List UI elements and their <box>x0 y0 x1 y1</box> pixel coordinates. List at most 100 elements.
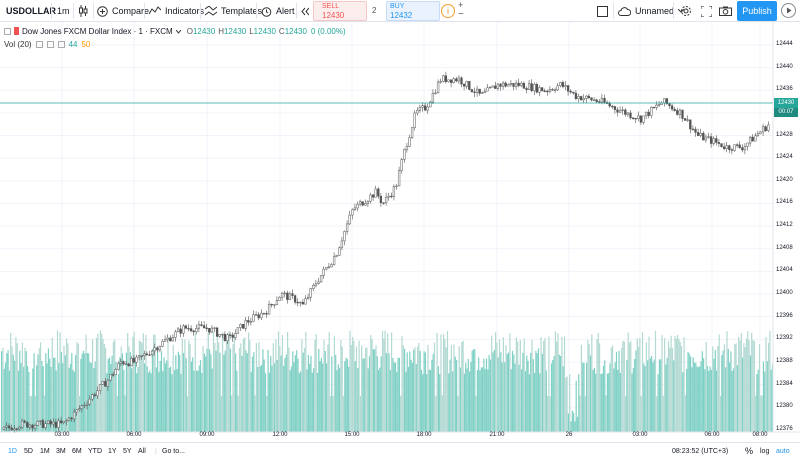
price-tick-label: 12376 <box>776 425 793 432</box>
candle-body <box>543 90 546 92</box>
chart-canvas[interactable] <box>0 22 800 442</box>
volume-bar <box>284 358 286 432</box>
close-label: C <box>278 26 285 36</box>
volume-bar <box>149 370 151 432</box>
volume-bar <box>385 353 387 432</box>
volume-bar <box>366 347 368 432</box>
log-toggle[interactable]: log <box>760 448 770 455</box>
replay-button[interactable] <box>301 0 309 22</box>
volume-bar <box>548 336 550 432</box>
series-title[interactable]: Dow Jones FXCM Dollar Index · 1 · FXCM <box>22 26 173 36</box>
candle-body <box>574 92 578 99</box>
volume-bar <box>372 349 374 432</box>
percent-toggle[interactable]: % <box>745 446 754 456</box>
candle-body <box>647 111 650 116</box>
clock[interactable]: 08:23:52 (UTC+3) <box>672 448 729 455</box>
candle-body <box>678 109 682 115</box>
candle-body <box>179 328 182 334</box>
candle-body <box>44 423 47 428</box>
volume-bar <box>381 330 384 432</box>
volume-bar <box>608 373 610 432</box>
quantity-plus-button[interactable]: + <box>458 0 464 10</box>
save-layout-button[interactable]: Unnamed <box>618 0 685 22</box>
candle-body <box>20 420 24 428</box>
price-tick-label: 12400 <box>776 290 793 297</box>
symbol-name[interactable]: USDOLLAR <box>6 6 56 16</box>
range-button-ytd[interactable]: YTD <box>88 448 102 455</box>
volume-bar <box>19 350 21 432</box>
countdown-label: 00:07 <box>774 108 798 117</box>
candle-body <box>470 89 474 93</box>
range-button-6m[interactable]: 6M <box>72 448 82 455</box>
range-button-5y[interactable]: 5Y <box>123 448 132 455</box>
publish-button[interactable]: Publish <box>737 1 777 21</box>
volume-bar <box>584 396 586 432</box>
volume-bar <box>677 334 679 432</box>
volume-bar <box>38 348 40 432</box>
interval-button[interactable]: 1m <box>57 0 70 22</box>
range-button-1d[interactable]: 1D <box>8 448 17 455</box>
volume-bar <box>635 350 637 432</box>
volume-bar <box>3 368 5 432</box>
goto-button[interactable]: Go to... <box>162 448 185 455</box>
candle-body <box>65 420 68 422</box>
close-icon[interactable] <box>57 41 65 48</box>
settings-button[interactable] <box>680 0 692 22</box>
candle-body <box>332 256 336 265</box>
volume-bar <box>114 339 116 432</box>
candle-body <box>699 132 702 136</box>
chevron-down-icon[interactable] <box>175 27 182 36</box>
volume-bar <box>127 333 129 432</box>
range-button-1y[interactable]: 1Y <box>108 448 117 455</box>
volume-bar <box>24 347 26 432</box>
volume-bar <box>353 340 355 432</box>
symbol-search[interactable]: USDOLLAR <box>6 0 56 22</box>
candle-body <box>288 293 292 300</box>
volume-bar <box>233 335 235 432</box>
volume-bar <box>166 360 168 432</box>
range-button-5d[interactable]: 5D <box>24 448 33 455</box>
volume-bar <box>150 373 152 432</box>
volume-bar <box>625 396 627 432</box>
range-button-1m[interactable]: 1M <box>40 448 50 455</box>
volume-bar <box>556 341 558 432</box>
fullscreen-button[interactable] <box>701 0 712 22</box>
info-icon[interactable]: i <box>441 4 455 18</box>
volume-bar <box>259 366 261 432</box>
volume-bar <box>472 349 475 432</box>
snapshot-button[interactable] <box>719 0 732 22</box>
quantity-minus-button[interactable]: − <box>458 9 464 20</box>
layout-button[interactable] <box>597 0 608 22</box>
volume-bar <box>606 373 608 432</box>
candle-body <box>301 301 305 305</box>
volume-bar <box>583 362 585 432</box>
candle-body <box>442 75 445 82</box>
eye-icon[interactable] <box>35 41 43 48</box>
templates-button[interactable]: Templates <box>205 0 262 22</box>
indicators-button[interactable]: Indicators <box>149 0 204 22</box>
volume-bar <box>225 341 228 432</box>
chart-style-button[interactable] <box>78 0 88 22</box>
sell-button[interactable]: SELL 12430 <box>313 1 367 21</box>
volume-bar <box>255 343 257 432</box>
volume-bar <box>484 368 486 432</box>
range-button-all[interactable]: All <box>138 448 146 455</box>
volume-bar <box>443 334 445 432</box>
volume-label[interactable]: Vol (20) <box>4 40 32 49</box>
volume-bar <box>68 367 70 432</box>
compare-button[interactable]: Compare <box>97 0 149 22</box>
play-icon[interactable] <box>781 3 796 18</box>
candle-body <box>600 97 604 103</box>
auto-toggle[interactable]: auto <box>776 448 790 455</box>
buy-button[interactable]: BUY 12432 <box>386 1 440 21</box>
volume-bar <box>550 363 553 432</box>
collapse-icon[interactable] <box>4 27 11 35</box>
gear-icon[interactable] <box>46 41 54 48</box>
alert-button[interactable]: Alert <box>261 0 295 22</box>
trade-panel: SELL 12430 2 BUY 12432 i + − <box>313 0 466 21</box>
volume-bar <box>137 367 139 432</box>
candle-body <box>236 327 240 334</box>
time-tick-label: 08:00 <box>752 432 768 438</box>
range-button-3m[interactable]: 3M <box>56 448 66 455</box>
volume-bar <box>604 360 606 432</box>
